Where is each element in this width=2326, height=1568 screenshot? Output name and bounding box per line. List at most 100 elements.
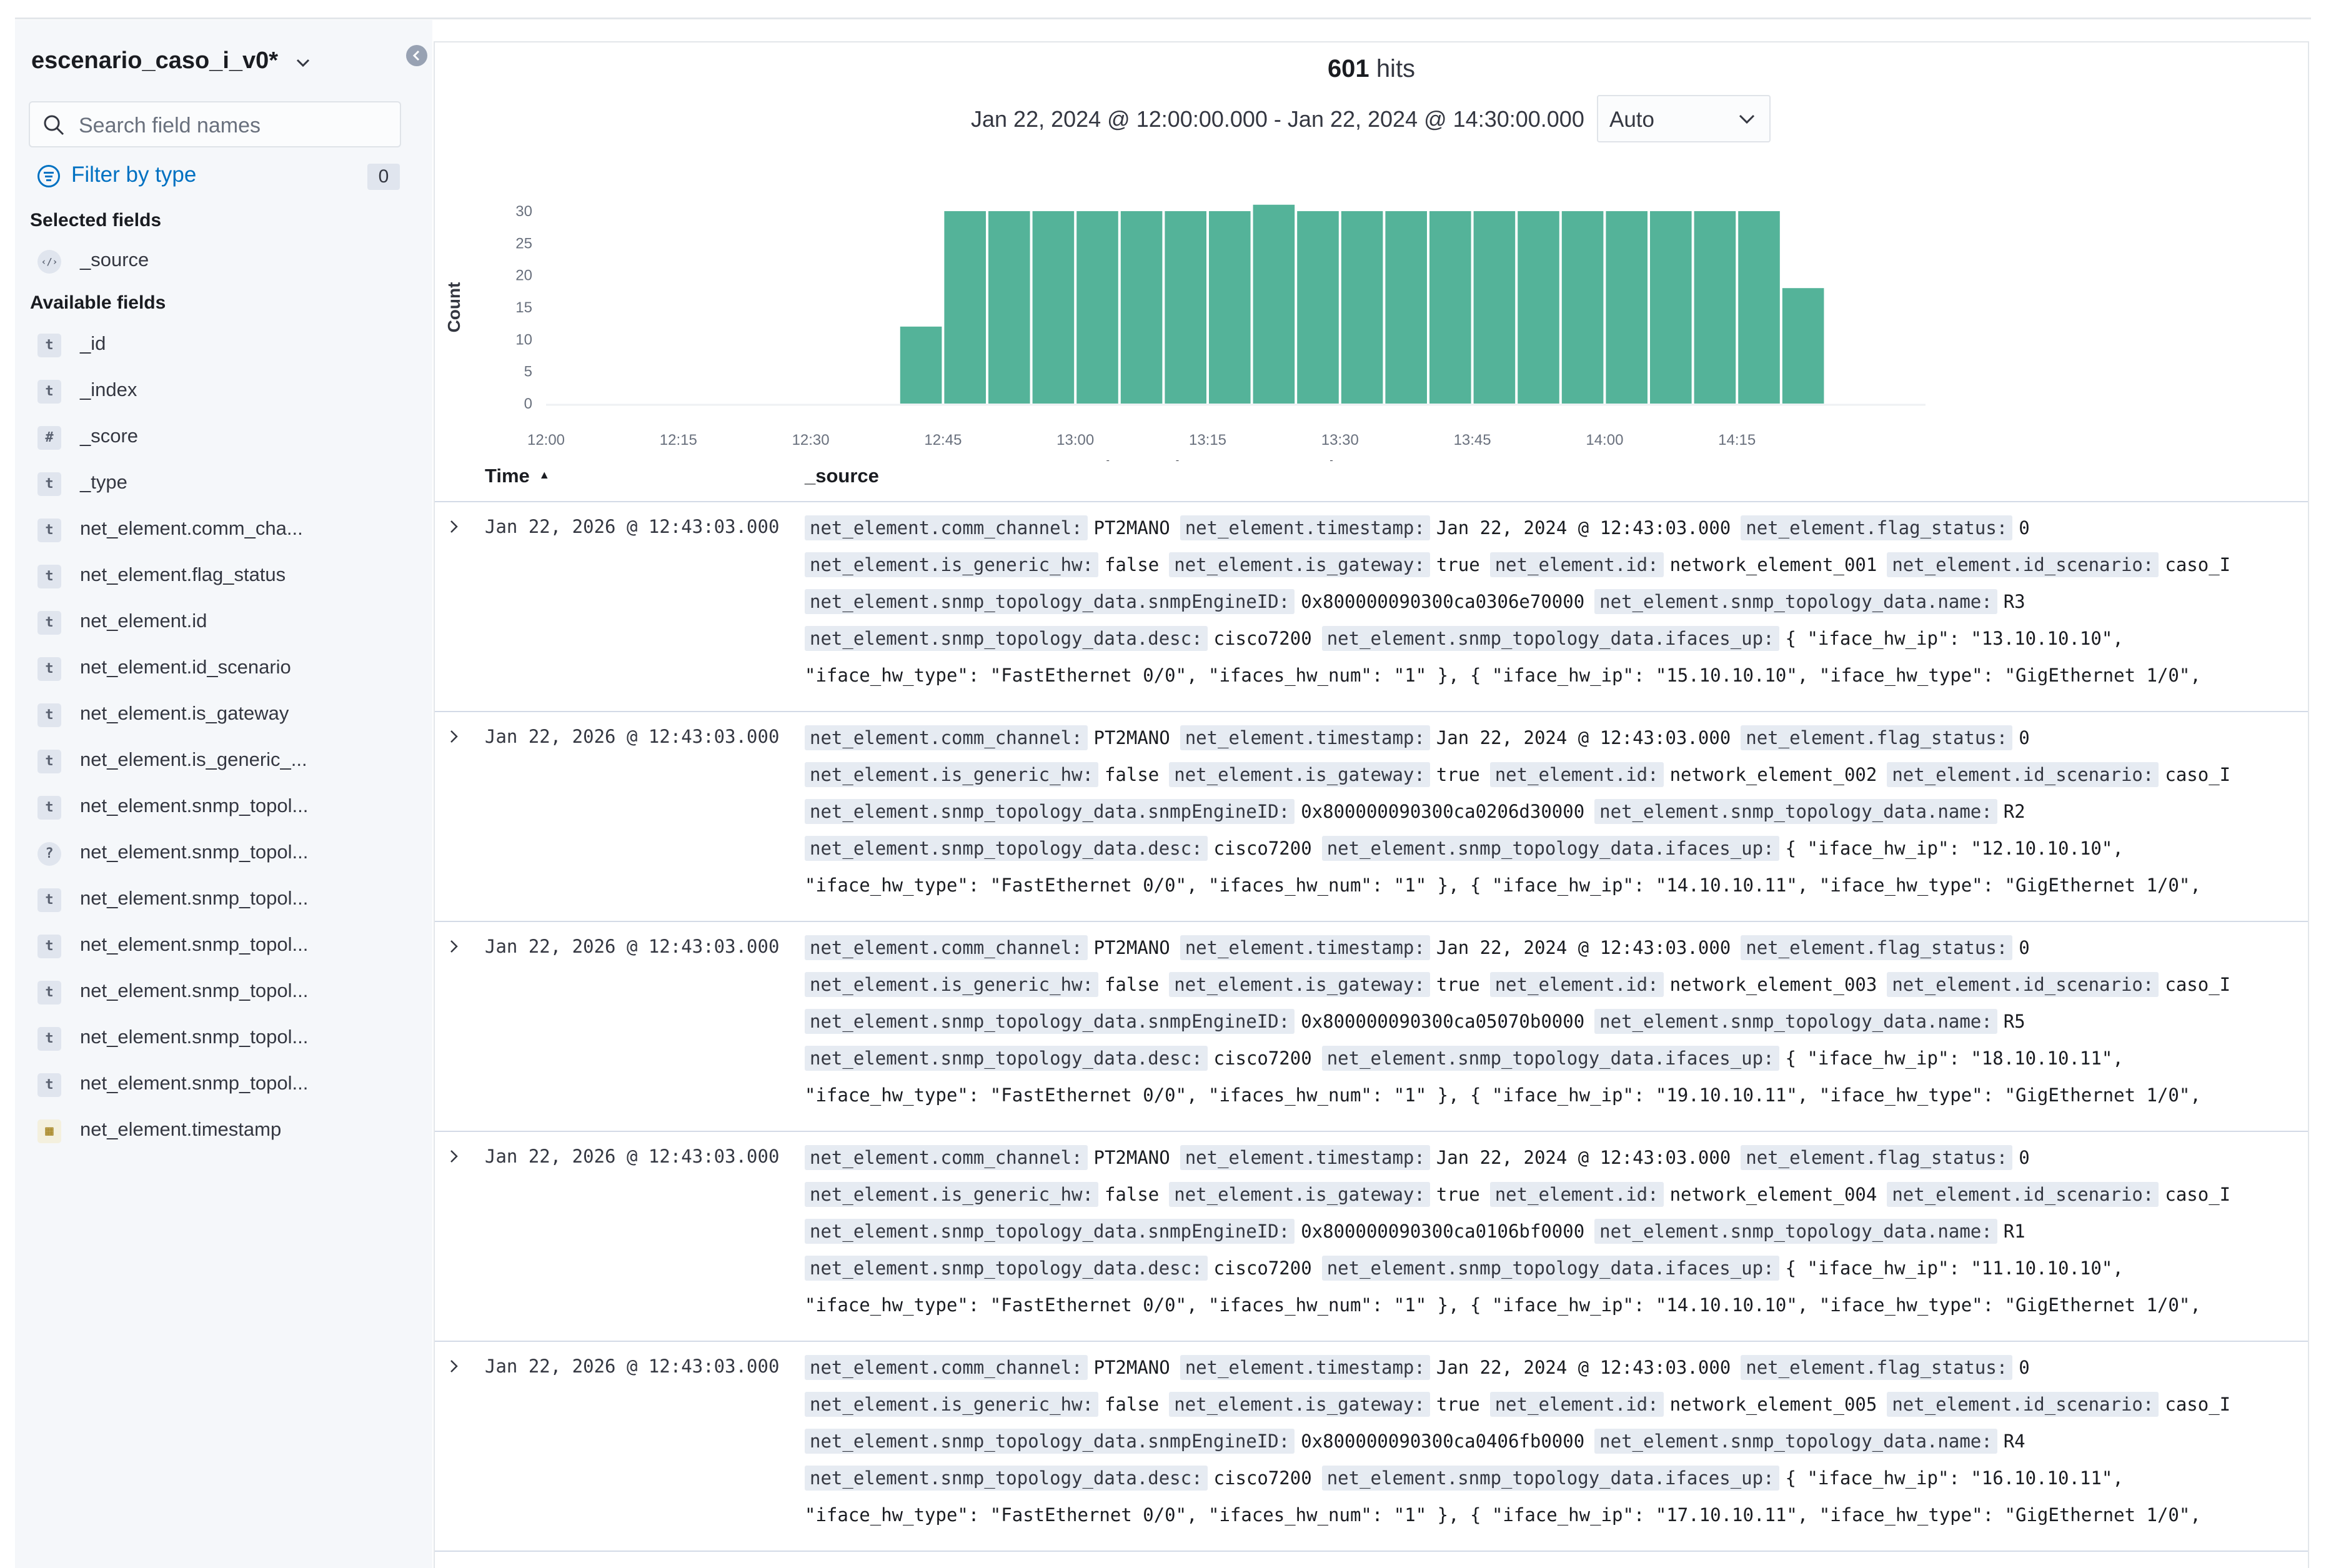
time-column-header[interactable]: Time ▲ (485, 465, 550, 487)
document-row[interactable]: Jan 22, 2026 @ 12:43:03.000 net_element.c… (435, 502, 2308, 712)
histogram-bar[interactable] (1209, 211, 1251, 404)
histogram-bar[interactable] (1782, 288, 1824, 404)
source-field-key[interactable]: net_element.snmp_topology_data.ifaces_up… (1321, 1466, 1779, 1491)
source-field-key[interactable]: net_element.is_gateway: (1169, 762, 1430, 787)
source-field-key[interactable]: net_element.id: (1489, 1182, 1664, 1207)
document-row[interactable]: Jan 22, 2026 @ 12:43:03.000 net_element.c… (435, 1342, 2308, 1552)
source-field-key[interactable]: net_element.timestamp: (1180, 1145, 1430, 1170)
histogram-bar[interactable] (1385, 211, 1427, 404)
chevron-down-icon[interactable] (295, 55, 311, 71)
search-field-names-input[interactable] (77, 110, 392, 141)
histogram-bar[interactable] (1694, 211, 1736, 404)
expand-chevron-icon[interactable] (446, 1148, 462, 1164)
histogram-bar[interactable] (1606, 211, 1648, 404)
expand-chevron-icon[interactable] (446, 938, 462, 955)
source-field-key[interactable]: net_element.id_scenario: (1887, 1392, 2159, 1417)
field-item[interactable]: t net_element.comm_cha... (37, 512, 412, 548)
source-field-key[interactable]: net_element.snmp_topology_data.name: (1594, 1429, 1997, 1454)
source-field-key[interactable]: net_element.snmp_topology_data.ifaces_up… (1321, 626, 1779, 651)
source-field-key[interactable]: net_element.flag_status: (1741, 725, 2013, 750)
source-field-key[interactable]: net_element.id: (1489, 552, 1664, 577)
source-field-key[interactable]: net_element.timestamp: (1180, 725, 1430, 750)
histogram-bar[interactable] (988, 211, 1030, 404)
source-field-key[interactable]: net_element.snmp_topology_data.ifaces_up… (1321, 836, 1779, 861)
source-field-key[interactable]: net_element.snmp_topology_data.desc: (805, 1046, 1208, 1071)
histogram-bar[interactable] (944, 211, 986, 404)
source-field-key[interactable]: net_element.is_generic_hw: (805, 552, 1098, 577)
field-item[interactable]: t net_element.snmp_topol... (37, 975, 412, 1011)
source-field-key[interactable]: net_element.flag_status: (1741, 515, 2013, 540)
field-item[interactable]: t net_element.snmp_topol... (37, 1067, 412, 1103)
field-item[interactable]: t net_element.is_generic_... (37, 743, 412, 780)
source-field-key[interactable]: net_element.comm_channel: (805, 515, 1088, 540)
histogram-bar[interactable] (900, 326, 942, 404)
source-field-key[interactable]: net_element.snmp_topology_data.name: (1594, 1219, 1997, 1244)
source-field-key[interactable]: net_element.is_gateway: (1169, 1182, 1430, 1207)
source-field-key[interactable]: net_element.snmp_topology_data.desc: (805, 1466, 1208, 1491)
histogram-bar[interactable] (1738, 211, 1780, 404)
source-field-key[interactable]: net_element.snmp_topology_data.ifaces_up… (1321, 1256, 1779, 1281)
field-item[interactable]: t net_element.id_scenario (37, 651, 412, 687)
source-field-key[interactable]: net_element.flag_status: (1741, 1355, 2013, 1380)
source-field-key[interactable]: net_element.is_gateway: (1169, 972, 1430, 997)
source-field-key[interactable]: net_element.is_generic_hw: (805, 762, 1098, 787)
source-field-key[interactable]: net_element.id: (1489, 762, 1664, 787)
source-field-key[interactable]: net_element.is_generic_hw: (805, 1392, 1098, 1417)
field-item[interactable]: ▦ net_element.timestamp (37, 1113, 412, 1149)
sort-ascending-icon[interactable]: ▲ (539, 469, 550, 481)
source-field-key[interactable]: net_element.comm_channel: (805, 1145, 1088, 1170)
expand-chevron-icon[interactable] (446, 519, 462, 535)
source-field-key[interactable]: net_element.snmp_topology_data.ifaces_up… (1321, 1046, 1779, 1071)
field-item[interactable]: t net_element.snmp_topol... (37, 928, 412, 965)
histogram-bar[interactable] (1165, 211, 1206, 404)
source-field-key[interactable]: net_element.id_scenario: (1887, 552, 2159, 577)
source-field-key[interactable]: net_element.id_scenario: (1887, 972, 2159, 997)
field-item[interactable]: t _index (37, 374, 412, 410)
index-pattern-title[interactable]: escenario_caso_i_v0* (31, 47, 279, 74)
source-field-key[interactable]: net_element.snmp_topology_data.snmpEngin… (805, 1429, 1295, 1454)
source-field-key[interactable]: net_element.timestamp: (1180, 1355, 1430, 1380)
source-field-key[interactable]: net_element.snmp_topology_data.snmpEngin… (805, 1009, 1295, 1034)
field-item[interactable]: t net_element.id (37, 605, 412, 641)
field-item[interactable]: t net_element.snmp_topol... (37, 882, 412, 918)
histogram-bar[interactable] (1429, 211, 1471, 404)
source-field-key[interactable]: net_element.snmp_topology_data.desc: (805, 626, 1208, 651)
interval-select[interactable]: Auto (1597, 95, 1771, 142)
source-field-key[interactable]: net_element.id_scenario: (1887, 1182, 2159, 1207)
histogram-bar[interactable] (1297, 211, 1339, 404)
field-item[interactable]: t net_element.snmp_topol... (37, 790, 412, 826)
histogram-bar[interactable] (1076, 211, 1118, 404)
source-field-key[interactable]: net_element.is_gateway: (1169, 1392, 1430, 1417)
source-field-key[interactable]: net_element.is_generic_hw: (805, 972, 1098, 997)
field-item[interactable]: t net_element.is_gateway (37, 697, 412, 733)
histogram-bar[interactable] (1341, 211, 1383, 404)
document-row[interactable]: Jan 22, 2026 @ 12:43:03.000 net_element.c… (435, 1132, 2308, 1342)
source-field-key[interactable]: net_element.snmp_topology_data.snmpEngin… (805, 1219, 1295, 1244)
field-item[interactable]: t net_element.flag_status (37, 558, 412, 595)
source-field-key[interactable]: net_element.flag_status: (1741, 1145, 2013, 1170)
field-item[interactable]: t _id (37, 327, 412, 364)
field-search-box[interactable] (29, 101, 401, 147)
source-field-key[interactable]: net_element.id: (1489, 972, 1664, 997)
source-field-key[interactable]: net_element.snmp_topology_data.desc: (805, 836, 1208, 861)
histogram-bar[interactable] (1032, 211, 1075, 404)
histogram-bar[interactable] (1120, 211, 1163, 404)
field-item[interactable]: ‹/› _source (37, 244, 412, 280)
source-field-key[interactable]: net_element.snmp_topology_data.snmpEngin… (805, 589, 1295, 614)
field-item[interactable]: t net_element.snmp_topol... (37, 1021, 412, 1057)
document-row[interactable]: Jan 22, 2026 @ 12:43:03.000 net_element.c… (435, 922, 2308, 1132)
field-item[interactable]: # _score (37, 420, 412, 456)
source-field-key[interactable]: net_element.is_gateway: (1169, 552, 1430, 577)
expand-chevron-icon[interactable] (446, 728, 462, 745)
histogram-bar[interactable] (1473, 211, 1516, 404)
source-field-key[interactable]: net_element.snmp_topology_data.name: (1594, 799, 1997, 824)
source-field-key[interactable]: net_element.snmp_topology_data.name: (1594, 589, 1997, 614)
source-field-key[interactable]: net_element.id_scenario: (1887, 762, 2159, 787)
filter-by-type-button[interactable]: Filter by type 0 (37, 156, 400, 196)
source-field-key[interactable]: net_element.timestamp: (1180, 935, 1430, 960)
source-field-key[interactable]: net_element.comm_channel: (805, 935, 1088, 960)
collapse-sidebar-button[interactable] (406, 45, 427, 66)
expand-chevron-icon[interactable] (446, 1358, 462, 1374)
source-field-key[interactable]: net_element.snmp_topology_data.name: (1594, 1009, 1997, 1034)
document-row[interactable]: Jan 22, 2026 @ 12:43:03.000 net_element.c… (435, 712, 2308, 922)
